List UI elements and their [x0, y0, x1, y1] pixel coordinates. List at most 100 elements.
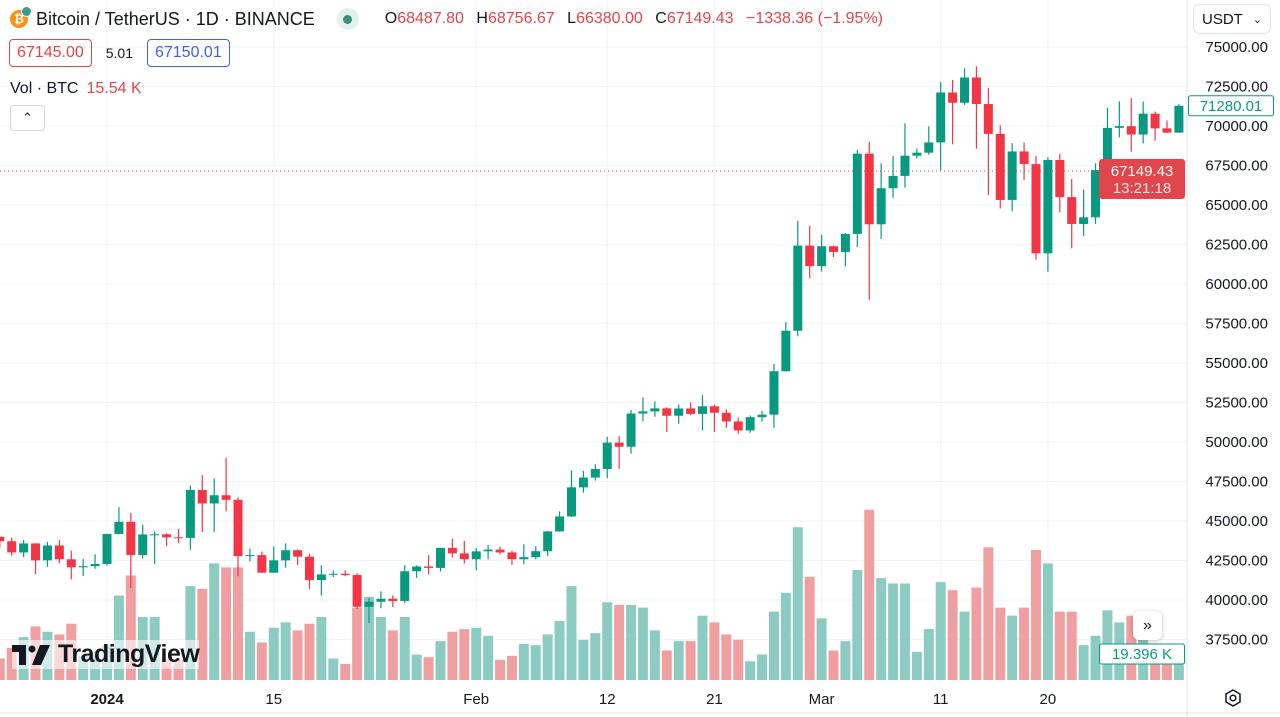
candle-body	[435, 547, 445, 568]
market-status-icon[interactable]	[336, 8, 359, 30]
candle-body	[1162, 128, 1172, 133]
chart-settings-button[interactable]	[1222, 687, 1244, 709]
volume-bar	[340, 663, 351, 680]
candle-body	[674, 408, 684, 416]
volume-bar	[399, 616, 410, 680]
currency-select[interactable]: USDT ⌄	[1193, 4, 1271, 34]
volume-bar	[387, 630, 398, 680]
candle-body	[971, 77, 981, 105]
buy-button[interactable]: 67150.01	[146, 39, 230, 67]
volume-bar	[304, 623, 315, 680]
volume-bar	[244, 631, 255, 680]
logo-text: TradingView	[58, 640, 200, 668]
candle-body	[459, 553, 469, 560]
bitcoin-icon: ₿	[10, 6, 32, 28]
volume-bar	[1019, 607, 1030, 680]
collapse-legend-button[interactable]: ⌃	[10, 105, 45, 131]
volume-bar	[459, 629, 470, 680]
candle-body	[197, 490, 207, 504]
volume-bar	[757, 654, 768, 680]
candle-body	[78, 566, 88, 568]
volume-bar	[888, 583, 899, 680]
candle-body	[150, 534, 160, 536]
time-tick-label: Mar	[809, 691, 835, 708]
candle-body	[936, 92, 946, 143]
candle-body	[328, 573, 338, 575]
candle-body	[352, 575, 362, 607]
candle-body	[1150, 113, 1160, 129]
volume-bar	[483, 635, 494, 680]
price-tick-label: 40000.00	[1205, 592, 1268, 609]
candle-body	[543, 531, 553, 552]
open-value: 68487.80	[397, 10, 464, 27]
close-price-tag	[1188, 95, 1274, 117]
candle-body	[995, 133, 1005, 200]
volume-bar	[935, 582, 946, 680]
candle-body	[19, 543, 29, 553]
volume-bar	[554, 621, 565, 680]
candle-body	[1138, 113, 1148, 135]
candle-body	[7, 541, 17, 553]
candle-body	[650, 408, 660, 412]
volume-bar	[697, 615, 708, 680]
candle-body	[555, 516, 565, 532]
volume-bar	[745, 661, 756, 680]
candle-body	[1007, 151, 1017, 200]
price-tick-label: 70000.00	[1205, 118, 1268, 135]
volume-bar	[828, 650, 839, 680]
candle-body	[424, 566, 434, 568]
candle-body	[900, 155, 910, 176]
candle-body	[316, 574, 326, 581]
volume-bar	[792, 527, 803, 680]
scroll-to-realtime-button[interactable]: »	[1133, 611, 1162, 640]
volume-bar	[1030, 549, 1041, 680]
candle-body	[829, 246, 839, 252]
candle-body	[614, 442, 624, 447]
candle-body	[924, 142, 934, 153]
volume-bar	[649, 630, 660, 680]
candle-body	[269, 560, 279, 573]
candle-body	[566, 487, 576, 517]
price-tick-label: 50000.00	[1205, 434, 1268, 451]
candle-body	[245, 555, 255, 557]
change-value: −1338.36 (−1.95%)	[746, 10, 883, 27]
volume-bar	[233, 567, 244, 680]
last-price-value: 67149.43	[1111, 163, 1174, 180]
candle-body	[400, 571, 410, 601]
volume-bar	[292, 630, 303, 680]
volume-bar	[495, 659, 506, 680]
volume-bar	[375, 616, 386, 680]
volume-bar	[423, 657, 434, 680]
volume-bar	[447, 631, 458, 680]
candle-body	[1091, 170, 1101, 218]
volume-bar	[864, 509, 875, 680]
candle-body	[602, 442, 612, 470]
symbol-title[interactable]: Bitcoin / TetherUS · 1D · BINANCE	[36, 8, 315, 29]
volume-bar	[709, 622, 720, 680]
candle-body	[1043, 159, 1053, 254]
candle-body	[376, 598, 386, 602]
volume-bar	[280, 622, 291, 680]
volume-bar	[161, 659, 172, 680]
volume-bar	[911, 651, 922, 680]
candle-body	[864, 153, 874, 225]
candle-body	[733, 421, 743, 431]
candle-body	[90, 563, 100, 567]
last-price-tag	[1099, 159, 1185, 200]
price-tick-label: 62500.00	[1205, 237, 1268, 254]
candle-body	[1126, 126, 1136, 135]
volume-bar	[364, 596, 375, 680]
volume-bar	[6, 647, 17, 680]
candle-body	[114, 521, 124, 534]
sell-button[interactable]: 67145.00	[9, 39, 92, 67]
price-tick-label: 47500.00	[1205, 474, 1268, 491]
candle-body	[745, 417, 755, 431]
volume-bar	[971, 587, 982, 680]
candle-body	[531, 551, 541, 558]
bid-ask-panel: 67145.00 5.01 67150.01	[9, 39, 230, 67]
candle-body	[960, 77, 970, 103]
candle-body	[1055, 159, 1065, 198]
tradingview-logo[interactable]: TradingView	[12, 640, 200, 669]
candle-body	[805, 245, 815, 267]
